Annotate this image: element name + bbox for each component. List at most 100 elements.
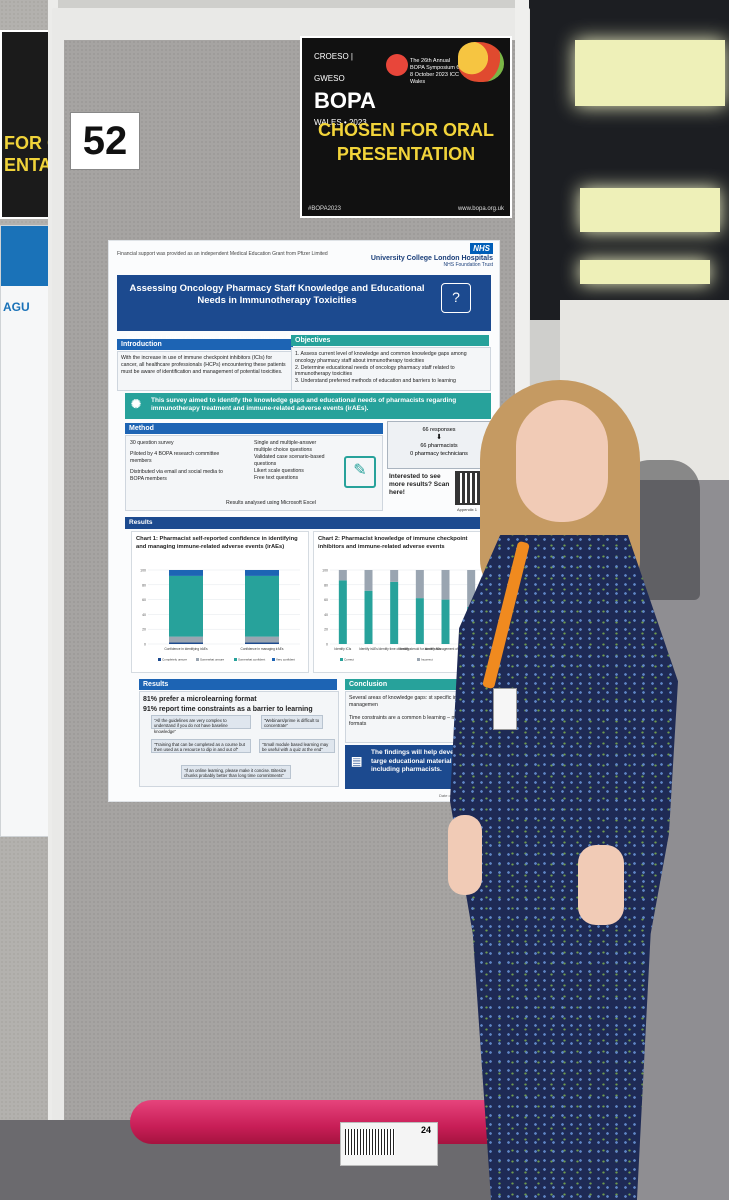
method-footer: Results analysed using Microsoft Excel xyxy=(226,500,316,506)
conclusion-band-text: The findings will help development of ta… xyxy=(371,749,487,773)
presenter-hand-right xyxy=(578,845,624,925)
book-icon: ▤ xyxy=(351,754,363,768)
bar-segment xyxy=(169,636,203,643)
presenter-face xyxy=(516,400,608,522)
method-right-column: Single and multiple-answer multiple choi… xyxy=(254,440,334,482)
bar-segment xyxy=(390,570,399,582)
bar-segment xyxy=(364,590,373,644)
oral-sign-website: www.bopa.org.uk xyxy=(457,206,504,212)
down-arrow-icon: ⬇ xyxy=(436,434,442,441)
quote-box: "All the guidelines are very complex to … xyxy=(151,715,251,734)
legend-label: Somewhat confident xyxy=(238,658,265,662)
category-label: Confidence in managing irAEs xyxy=(241,647,284,651)
organisation-title: University College London Hospitals xyxy=(370,255,493,262)
neighbor-oral-sign: FOR ORAL ENTATION xyxy=(0,30,98,219)
objectives-heading: Objectives xyxy=(291,335,489,346)
poster-title-band: Assessing Oncology Pharmacy Staff Knowle… xyxy=(117,275,491,350)
tick-label: 40 xyxy=(142,613,146,617)
legend-label: Very confident xyxy=(276,658,295,662)
objective-item: 2. Determine educational needs of oncolo… xyxy=(295,364,455,378)
legend-label: Somewhat unsure xyxy=(200,658,225,662)
bar-segment xyxy=(415,570,424,599)
appendix-label: Appendix 1 xyxy=(457,507,478,512)
method-heading: Method xyxy=(125,423,383,434)
poster-authors: Eleanor Ball, Pinkie Chambers, Emma Morr… xyxy=(127,335,302,342)
bar-segment xyxy=(169,570,203,576)
ceiling-light xyxy=(580,188,720,232)
stat-microlearning: 81% prefer a microlearning format xyxy=(143,696,257,703)
organisation-subtitle: NHS Foundation Trust xyxy=(443,262,493,268)
dragon-icon xyxy=(386,54,408,76)
presenter-hand-left xyxy=(448,815,482,895)
nhs-logo: NHS xyxy=(470,243,493,254)
responses-box: 66 responses ⬇ 66 pharmacists 0 pharmacy… xyxy=(387,421,491,469)
bopa-logo-text: BOPA xyxy=(314,88,376,113)
conclusion-point: Time constraints are a common b learning… xyxy=(349,714,483,728)
legend-swatch xyxy=(158,658,161,661)
tick-label: 60 xyxy=(142,598,146,602)
bopa-logo: CROESO | GWESO BOPA WALES • 2023 xyxy=(314,46,384,134)
bar-segment xyxy=(338,570,347,581)
funding-statement: Financial support was provided as an ind… xyxy=(117,251,328,257)
method-item: Validated case scenario-based questions xyxy=(254,454,325,467)
bar-segment xyxy=(245,575,279,637)
presenter-dress xyxy=(450,535,678,1200)
method-item: 30 question survey xyxy=(130,440,174,446)
barcode-icon xyxy=(345,1129,395,1155)
bar-segment xyxy=(245,642,279,644)
objective-item: 3. Understand preferred methods of educa… xyxy=(295,378,456,385)
tick-label: 20 xyxy=(324,628,328,632)
poster-tube xyxy=(130,1100,510,1144)
method-item: Piloted by 4 BOPA research committee mem… xyxy=(130,451,220,464)
legend-swatch xyxy=(417,658,420,661)
quote-box: "Training that can be completed as a cou… xyxy=(151,739,251,753)
chart-2-title: Chart 2: Pharmacist knowledge of immune … xyxy=(318,536,468,550)
oral-sign-hashtag: #BOPA2023 xyxy=(308,206,341,212)
tick-label: 0 xyxy=(326,643,328,647)
oral-sign-title: CHOSEN FOR ORAL PRESENTATION xyxy=(317,120,494,164)
organisation-name: University College London Hospitals NHS … xyxy=(371,255,493,268)
legend-swatch xyxy=(272,658,275,661)
tick-label: 80 xyxy=(324,583,328,587)
bar-segment xyxy=(467,570,476,607)
tick-label: 100 xyxy=(140,569,146,573)
category-label: Identify management of irAEs xyxy=(425,647,467,651)
ceiling xyxy=(520,0,729,320)
method-item: Distributed via email and social media t… xyxy=(130,469,223,482)
legend-swatch xyxy=(196,658,199,661)
bar-segment xyxy=(169,575,203,637)
method-item: Free text questions xyxy=(254,475,299,481)
bar-segment xyxy=(338,580,347,644)
research-poster: Financial support was provided as an ind… xyxy=(108,240,500,802)
objective-item: 1. Assess current level of knowledge and… xyxy=(295,351,467,364)
decorative-shape-icon xyxy=(458,42,504,82)
tick-label: 20 xyxy=(142,628,146,632)
introduction-heading: Introduction xyxy=(117,339,293,350)
neighbor-poster-tag: AGU xyxy=(3,300,30,314)
category-label: Identify ICIs xyxy=(334,647,351,651)
tube-label: 24 xyxy=(340,1122,438,1166)
legend-swatch xyxy=(340,658,343,661)
bar-segment xyxy=(364,570,373,591)
aim-text: This survey aimed to identify the knowle… xyxy=(151,397,457,412)
board-number: 52 xyxy=(70,112,140,170)
legend-label: Incorrect xyxy=(421,658,433,662)
introduction-text: With the increase in use of immune check… xyxy=(117,351,293,391)
bar-segment xyxy=(245,636,279,643)
responses-count: 66 responses xyxy=(422,427,456,433)
oral-presentation-sign: CROESO | GWESO BOPA WALES • 2023 The 26t… xyxy=(300,36,512,218)
tick-label: 60 xyxy=(324,598,328,602)
stat-time-constraints: 91% report time constraints as a barrier… xyxy=(143,706,313,713)
legend-swatch xyxy=(234,658,237,661)
survey-clipboard-icon: ✎ xyxy=(344,456,376,488)
results-heading: Results xyxy=(125,517,491,529)
bar-segment xyxy=(169,642,203,644)
bar-segment xyxy=(441,570,450,600)
objectives-box: 1. Assess current level of knowledge and… xyxy=(291,347,491,391)
date-of-prep: Date of prep xyxy=(439,793,462,798)
conclusion-point: Several areas of knowledge gaps: st spec… xyxy=(349,695,487,708)
legend-label: Completely unsure xyxy=(162,658,187,662)
bar-segment xyxy=(441,599,450,644)
quote-box: "If an online learning, please make it c… xyxy=(181,765,291,779)
